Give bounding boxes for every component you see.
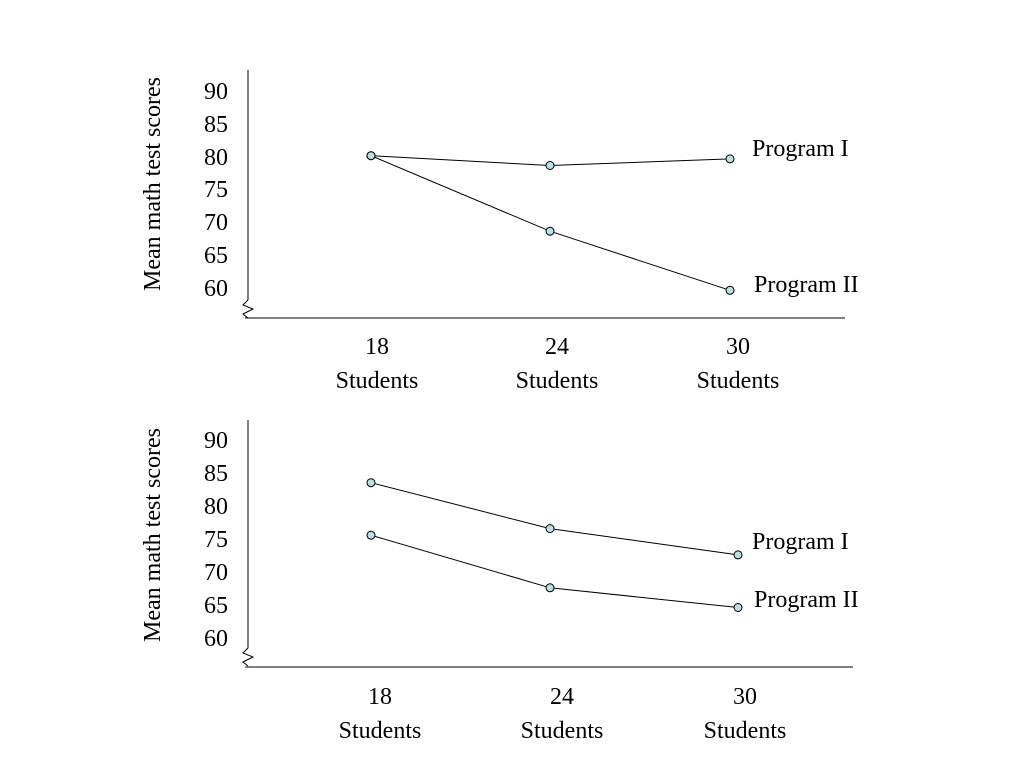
chart-1-y-tick-label: 75 [204, 177, 228, 203]
chart-1-series-label-program-2: Program II [754, 272, 859, 298]
chart-2-y-tick-label: 75 [204, 527, 228, 553]
chart-2-y-axis-title: Mean math test scores [140, 428, 166, 642]
chart-2-series-label-program-1: Program I [752, 529, 849, 555]
chart-1-y-tick-label: 70 [204, 210, 228, 236]
chart-1-x-tick-unit: Students [516, 368, 599, 394]
chart-2-y-tick-label: 65 [204, 593, 228, 619]
chart-2-point-program-2-24 [545, 583, 555, 593]
chart-1-y-tick-label: 90 [204, 79, 228, 105]
chart-2-point-program-2-18 [366, 530, 376, 540]
chart-2-x-tick-unit: Students [339, 718, 422, 744]
chart-1-x-tick-number: 18 [365, 334, 389, 360]
chart-2-y-tick-label: 70 [204, 560, 228, 586]
chart-1: Mean math test scores 90 85 80 75 70 65 … [140, 70, 859, 394]
chart-1-series-line-program-2 [370, 155, 731, 291]
chart-1-y-axis-title: Mean math test scores [140, 77, 166, 291]
chart-2-x-tick-number: 24 [550, 684, 574, 710]
chart-1-point-program-2-30 [725, 285, 735, 295]
chart-1-y-tick-labels: 90 85 80 75 70 65 60 [204, 79, 228, 302]
chart-2-y-tick-label: 80 [204, 494, 228, 520]
chart-2-point-program-1-18 [366, 478, 376, 488]
chart-2-x-tick-unit: Students [704, 718, 787, 744]
chart-2-y-tick-label: 85 [204, 461, 228, 487]
chart-1-x-tick-number: 24 [545, 334, 569, 360]
chart-1-point-program-2-24 [545, 226, 555, 236]
chart-2-x-tick-number: 30 [733, 684, 757, 710]
chart-2-point-program-2-30 [733, 603, 743, 612]
chart-1-y-tick-label: 60 [204, 276, 228, 302]
chart-1-x-tick-labels: 18 Students 24 Students 30 Students [336, 334, 780, 394]
chart-1-point-program-2-18 [366, 151, 376, 161]
chart-1-x-tick-unit: Students [697, 368, 780, 394]
chart-2-point-program-1-24 [545, 524, 555, 534]
chart-2-axis-break [242, 647, 255, 667]
chart-2-x-tick-number: 18 [368, 684, 392, 710]
chart-2-x-tick-labels: 18 Students 24 Students 30 Students [339, 684, 787, 744]
chart-2-x-tick-unit: Students [521, 718, 604, 744]
chart-2-series-line-program-2 [370, 534, 739, 608]
chart-1-series-label-program-1: Program I [752, 136, 849, 162]
chart-1-y-tick-label: 65 [204, 243, 228, 269]
chart-1-y-tick-label: 80 [204, 145, 228, 171]
chart-2: Mean math test scores 90 85 80 75 70 65 … [140, 420, 859, 744]
chart-2-y-tick-label: 90 [204, 428, 228, 454]
chart-1-point-program-1-24 [545, 161, 555, 170]
chart-1-point-program-1-30 [725, 154, 735, 164]
chart-2-series-label-program-2: Program II [754, 587, 859, 613]
chart-1-y-tick-label: 85 [204, 112, 228, 138]
chart-2-y-tick-label: 60 [204, 626, 228, 652]
chart-1-x-tick-unit: Students [336, 368, 419, 394]
chart-1-x-tick-number: 30 [726, 334, 750, 360]
chart-2-series-line-program-1 [370, 482, 739, 556]
chart-2-point-program-1-30 [733, 550, 743, 560]
chart-1-axis-break [242, 299, 255, 319]
chart-2-y-tick-labels: 90 85 80 75 70 65 60 [204, 428, 228, 652]
